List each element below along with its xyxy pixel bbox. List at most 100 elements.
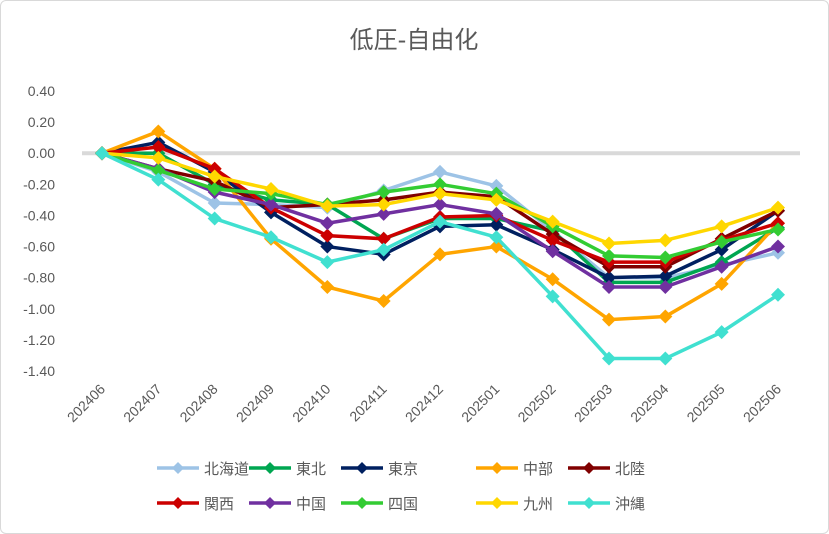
plot-area [82,124,800,366]
data-point [376,197,391,212]
data-point [602,236,616,251]
data-point [658,250,673,265]
x-tick-label: 202504 [627,381,671,425]
series-10 [95,146,785,366]
chart-title: 低圧-自由化 [350,26,479,54]
x-tick-label: 202412 [402,381,446,425]
legend-swatch-marker [172,462,184,474]
data-point [545,272,560,287]
y-tick-label: -0.60 [23,239,55,255]
legend-item: 東北 [249,460,326,478]
data-point [545,244,560,259]
data-point [714,259,729,274]
legend-label: 沖縄 [615,495,645,513]
legend-item: 中国 [249,495,326,513]
legend-label: 九州 [523,495,553,513]
data-point [376,294,391,308]
data-point [771,239,785,254]
data-point [771,222,785,237]
data-point [376,185,391,200]
y-tick-label: 0.00 [28,145,55,161]
legend-label: 中部 [523,460,553,478]
legend-item: 四国 [341,495,418,513]
data-point [433,186,447,201]
legend-swatch-marker [356,497,368,509]
legend-label: 四国 [388,495,418,513]
x-tick-label: 202411 [346,381,390,425]
data-point [151,172,166,187]
legend-swatch-marker [172,497,184,509]
data-point [320,199,335,214]
y-tick-label: 0.40 [28,83,55,99]
x-tick-label: 202505 [683,381,727,425]
y-axis: 0.40 0.20 0.00 -0.20 -0.40 -0.60 -0.80 -1.00 -1.… [23,83,55,379]
data-point [264,182,278,196]
legend-swatch-marker [491,497,503,509]
data-point [207,169,222,184]
legend-label: 北陸 [615,460,645,478]
data-point [489,192,504,207]
data-point [658,309,673,324]
data-point [433,164,447,179]
data-point [320,239,335,254]
y-tick-label: -1.40 [23,363,55,379]
data-point [714,276,729,291]
legend-swatch-marker [491,462,503,474]
legend-label: 関西 [204,495,234,513]
data-point [545,289,560,304]
x-tick-label: 202406 [64,381,108,425]
data-point [489,206,504,221]
legend-item: 北海道 [157,460,249,478]
data-point [320,228,335,243]
data-point [489,217,504,232]
legend-item: 東京 [341,460,418,478]
legend-label: 北海道 [204,460,249,478]
legend-item: 沖縄 [568,495,645,513]
data-point [658,233,673,248]
data-point [714,242,729,257]
legend-swatch-marker [356,462,368,474]
data-point [602,351,616,366]
y-tick-label: 0.20 [28,114,55,130]
data-point [320,280,335,294]
data-point [376,231,391,246]
x-tick-label: 202409 [233,381,277,425]
data-point [320,216,335,231]
data-point [376,206,391,221]
y-tick-label: -1.20 [23,332,55,348]
data-point [433,247,447,262]
data-point [602,280,616,294]
y-tick-label: -0.80 [23,270,55,286]
data-point [771,200,785,215]
data-point [714,325,729,340]
data-point [207,211,222,226]
data-point [264,197,278,212]
data-point [151,124,166,139]
legend-swatch-marker [264,462,276,474]
y-tick-label: -1.00 [23,301,55,317]
legend-item: 北陸 [568,460,645,478]
legend-item: 関西 [157,495,234,513]
data-point [264,230,278,245]
data-point [602,248,616,263]
data-point [376,242,391,257]
x-tick-label: 202407 [120,381,164,425]
data-point [714,234,729,249]
data-point [602,312,616,327]
legend-item: 中部 [476,460,553,478]
data-point [714,219,729,234]
legend-swatch-marker [264,497,276,509]
y-tick-label: -0.40 [23,207,55,223]
data-point [658,351,673,366]
data-point [95,146,109,161]
data-point [545,214,560,229]
data-point [207,182,222,196]
x-tick-label: 202410 [289,381,333,425]
y-tick-label: -0.20 [23,176,55,192]
x-tick-label: 202502 [514,381,558,425]
legend-label: 東北 [296,460,326,478]
data-point [433,177,447,192]
legend-swatch-marker [583,497,595,509]
